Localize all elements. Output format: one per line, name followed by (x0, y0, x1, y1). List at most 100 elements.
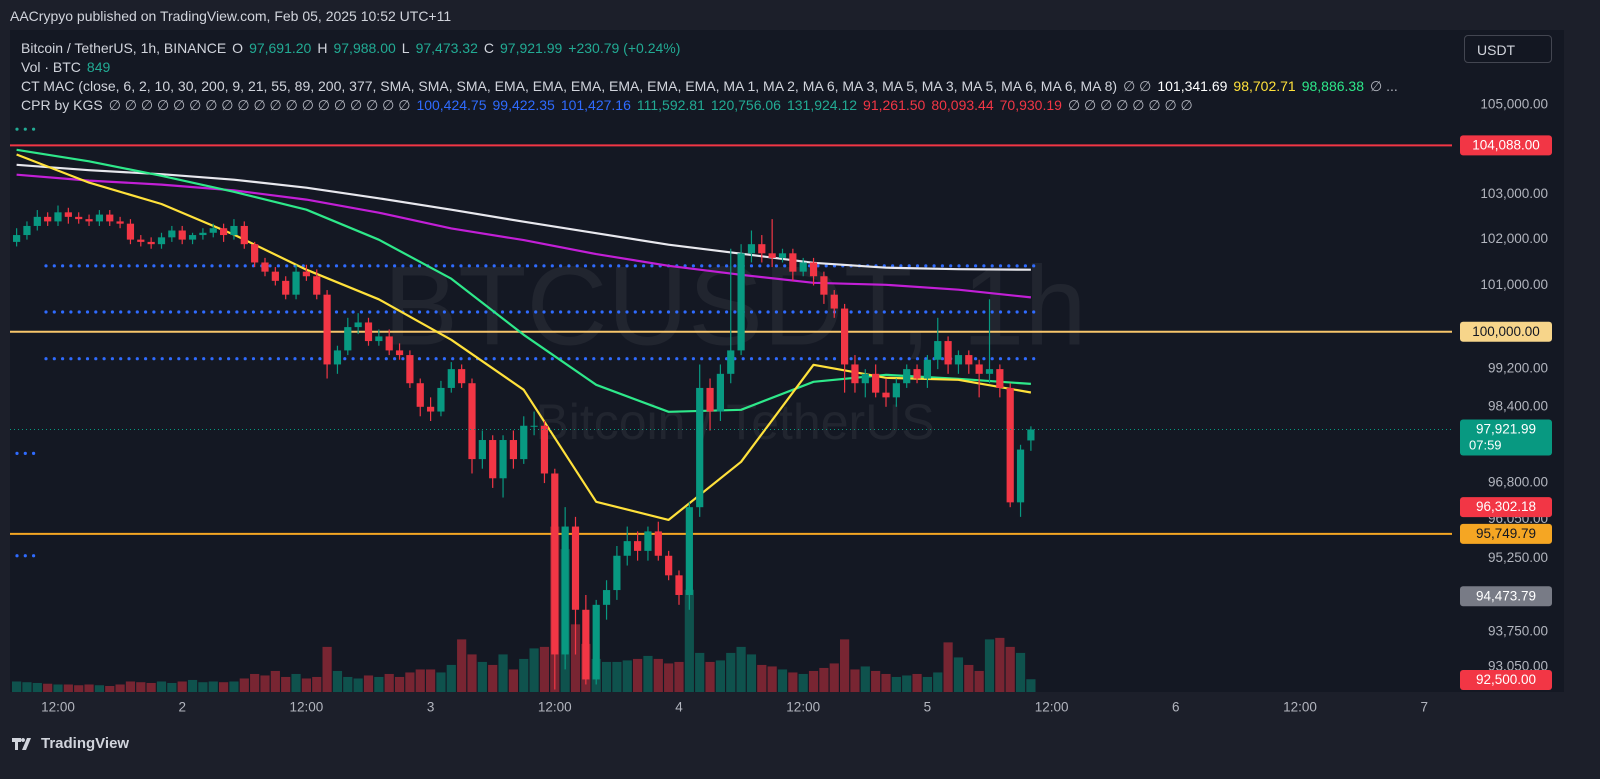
volume-bar (467, 654, 477, 692)
volume-bar (156, 681, 167, 692)
y-tick-label: 101,000.00 (1480, 277, 1548, 292)
legend-text: CT MAC (close, 6, 2, 10, 30, 200, 9, 21,… (21, 78, 1118, 94)
price-label-box (1460, 321, 1552, 342)
candle-body (861, 373, 869, 384)
volume-bar (353, 678, 363, 692)
candle-body (499, 440, 507, 479)
y-tick-label: 95,250.00 (1488, 550, 1548, 565)
legend-row: Bitcoin / TetherUS, 1h, BINANCE O 97,691.2… (21, 38, 680, 58)
candle-body (644, 531, 652, 551)
price-label: 94,473.79 (1476, 588, 1536, 603)
candle-body (313, 276, 321, 295)
candle-body (478, 440, 486, 460)
candle-body (634, 541, 642, 551)
legend-row: Vol · BTC 849 (21, 57, 110, 77)
candle-body (137, 239, 145, 242)
candle-body (582, 609, 590, 680)
price-label-box (1460, 419, 1552, 456)
volume-bar (570, 624, 581, 692)
volume-bar (705, 661, 715, 692)
x-tick-label: 5 (924, 700, 932, 715)
legend-text: 131,924.12 (786, 97, 858, 113)
candle-body (944, 341, 952, 365)
y-tick-label: 99,200.00 (1488, 361, 1548, 376)
legend-text: 97,473.32 (415, 40, 478, 56)
currency-button[interactable]: USDT (1464, 35, 1552, 63)
price-label-box (1460, 586, 1552, 607)
candle-body (406, 355, 414, 384)
publisher: AACrypyo published on TradingView.com, F… (10, 8, 452, 24)
candle-body (996, 369, 1004, 388)
candle-body (323, 294, 331, 365)
volume-bar (219, 682, 229, 692)
candle-body (851, 364, 859, 384)
y-tick-label: 103,000.00 (1480, 186, 1548, 201)
volume-bar (115, 684, 125, 692)
price-label: 97,921.99 (1476, 422, 1536, 437)
candle-body (809, 262, 818, 277)
y-tick-label: 105,000.00 (1480, 96, 1548, 111)
candle-body (64, 212, 72, 217)
candle-body (965, 355, 973, 365)
legend-text: 98,702.71 (1233, 78, 1296, 94)
volume-bar (498, 654, 508, 692)
volume-bar (374, 676, 384, 692)
volume-bar (198, 682, 208, 692)
volume-bar (270, 670, 280, 692)
x-tick-label: 12:00 (1283, 700, 1317, 715)
volume-bar (415, 669, 425, 692)
candle-body (178, 230, 186, 240)
volume-bar (808, 670, 819, 692)
legend-text: ∅ ∅ ∅ ∅ ∅ ∅ ∅ ∅ (1067, 96, 1193, 113)
volume-bar (177, 681, 187, 692)
x-tick-label: 12:00 (538, 700, 572, 715)
volume-bar (94, 685, 104, 692)
volume-bar (643, 655, 653, 692)
volume-bar (840, 639, 850, 692)
volume-bar (426, 669, 436, 692)
x-tick-label: 7 (1420, 700, 1428, 715)
candle-body (199, 232, 207, 236)
legend-text: +230.79 (+0.24%) (568, 40, 681, 56)
volume-bar (974, 670, 984, 692)
candle-body (23, 225, 31, 236)
volume-bar (767, 666, 777, 692)
volume-bar (146, 682, 156, 692)
candle-body (654, 531, 662, 556)
candle-body (872, 373, 880, 393)
candle-body (592, 604, 600, 680)
volume-bar (715, 660, 725, 692)
candle-body (737, 253, 745, 351)
volume-bar (12, 681, 22, 692)
candle-body (830, 294, 838, 309)
candle-body (437, 387, 445, 412)
candle-body (747, 244, 756, 254)
candle-body (1027, 429, 1035, 441)
volume-bar (457, 639, 467, 692)
volume-bar (902, 675, 912, 692)
moving-average (16, 153, 1032, 522)
candle-body (220, 228, 228, 236)
candle-body (375, 336, 383, 342)
volume-bar (260, 675, 270, 692)
legend-text: O (232, 40, 244, 56)
legend-text: 99,422.35 (492, 97, 555, 113)
price-label-box (1460, 497, 1552, 518)
candle-body (302, 271, 310, 277)
volume-bar (477, 661, 487, 692)
candle-body (416, 383, 424, 407)
legend-text: 80,093.44 (931, 97, 994, 113)
volume-bar (881, 673, 891, 692)
volume-bar (405, 672, 415, 692)
price-label: 92,500.00 (1476, 672, 1536, 687)
y-tick-label: 93,050.00 (1488, 658, 1548, 673)
legend-text: 120,756.06 (710, 97, 781, 113)
candle-body (468, 383, 476, 460)
volume-bar (32, 682, 42, 692)
price-label-timer: 07:59 (1469, 437, 1502, 452)
volume-bar (105, 685, 115, 692)
candle-body (13, 235, 21, 242)
candle-body (395, 350, 404, 356)
candle-body (675, 575, 683, 595)
